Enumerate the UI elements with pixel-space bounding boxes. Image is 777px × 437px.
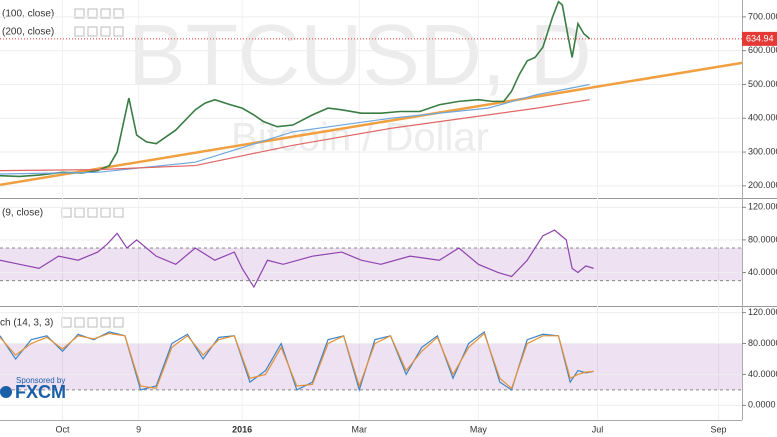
legend-entry: (200, close)	[2, 27, 54, 38]
series-line	[0, 0, 591, 178]
sponsor-text: Sponsored by	[16, 376, 65, 385]
y-tick-label: 120.000	[748, 307, 777, 317]
icon[interactable]	[87, 26, 98, 37]
y-tick-label: 400.000	[748, 113, 777, 123]
icon[interactable]	[113, 317, 124, 328]
y-tick-label: 700.000	[748, 11, 777, 21]
icon[interactable]	[87, 317, 98, 328]
x-tick-label: Oct	[55, 424, 70, 434]
series-line	[0, 83, 590, 175]
y-tick-label: 40.0000	[748, 369, 777, 379]
last-price-box	[742, 31, 777, 46]
icon[interactable]	[74, 207, 85, 218]
series-line	[0, 99, 590, 172]
series-line	[0, 229, 594, 289]
icon[interactable]	[100, 8, 111, 19]
x-tick-label: Sep	[711, 424, 727, 434]
icon[interactable]	[74, 317, 85, 328]
series-line	[0, 332, 594, 390]
y-tick-label: 80.0000	[748, 338, 777, 348]
y-tick-label: 600.000	[748, 45, 777, 55]
y-tick-label: 80.0000	[748, 234, 777, 244]
last-price-label: 634.94	[746, 33, 774, 43]
watermark: BTCUSD, D	[128, 8, 591, 104]
x-tick-label: May	[470, 424, 488, 434]
icon[interactable]	[113, 26, 124, 37]
y-tick-label: 500.000	[748, 79, 777, 89]
x-tick-label: Mar	[352, 424, 368, 434]
legend-row: (100, close) (200, close) (9, close) ch …	[0, 9, 54, 329]
icon[interactable]	[100, 26, 111, 37]
legend-entry: ch (14, 3, 3)	[0, 318, 53, 329]
icon[interactable]	[87, 207, 98, 218]
band	[0, 248, 742, 281]
y-tick-label: 40.0000	[748, 267, 777, 277]
brand: FXCM	[15, 382, 66, 402]
y-tick-label: 120.000	[748, 202, 777, 212]
x-tick-label: 2016	[232, 424, 252, 434]
x-tick-label: 9	[136, 424, 141, 434]
trendline	[0, 61, 743, 187]
x-tick-label: Jul	[592, 424, 604, 434]
icon[interactable]	[74, 26, 85, 37]
brand-logo	[0, 386, 12, 398]
icon[interactable]	[100, 317, 111, 328]
icon[interactable]	[113, 207, 124, 218]
icon[interactable]	[100, 207, 111, 218]
legend-entry: (9, close)	[2, 208, 43, 219]
legend-entry: (100, close)	[2, 9, 54, 20]
y-tick-label: 200.000	[748, 180, 777, 190]
icon[interactable]	[113, 8, 124, 19]
y-tick-label: 0.0000	[748, 400, 776, 410]
icon[interactable]	[74, 8, 85, 19]
y-tick-label: 300.000	[748, 146, 777, 156]
icon[interactable]	[87, 8, 98, 19]
